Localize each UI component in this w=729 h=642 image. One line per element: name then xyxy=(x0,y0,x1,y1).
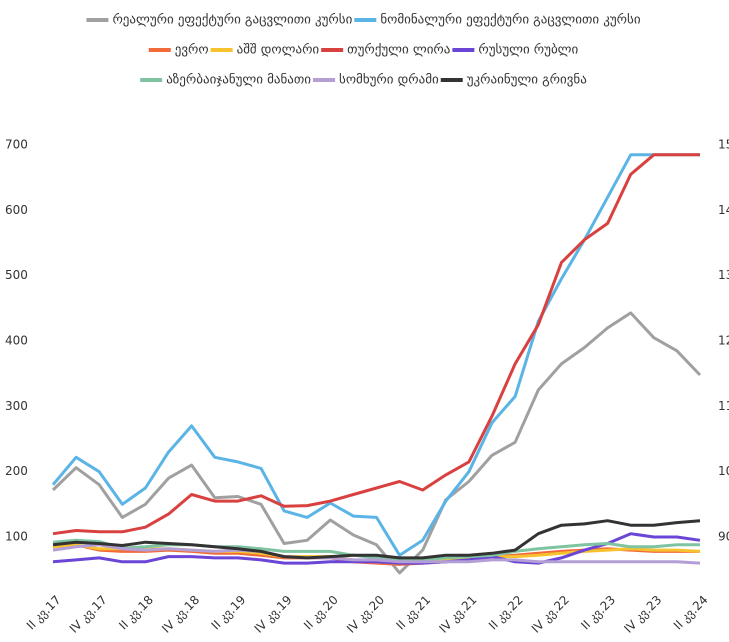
x-tick-label: IV კვ.17 xyxy=(67,593,110,636)
x-tick-label: IV კვ.19 xyxy=(252,593,295,636)
y-tick-label: 500 xyxy=(5,268,28,282)
legend-label: სომხური დრამი xyxy=(339,73,439,88)
series-line xyxy=(51,311,702,575)
y-tick-label: 300 xyxy=(5,399,28,413)
legend-label: აზერბაიჯანული მანათი xyxy=(166,73,311,88)
x-tick-label: II კვ.24 xyxy=(671,593,711,633)
y2-tick-label: 130 xyxy=(718,268,729,282)
y2-tick-label: 140 xyxy=(718,203,729,217)
series-line xyxy=(52,538,700,562)
y2-tick-label: 150 xyxy=(718,138,729,152)
series-line xyxy=(52,532,701,565)
legend-row: ევრო აშშ დოლარი თურქული ლირა რუსული რუბლი xyxy=(148,43,579,58)
y-tick-label: 600 xyxy=(5,203,28,217)
x-tick-label: IV კვ.20 xyxy=(344,593,387,636)
series-line xyxy=(52,153,700,536)
x-tick-label: IV კვ.18 xyxy=(159,593,202,636)
legend-row: აზერბაიჯანული მანათი სომხური დრამი უკრაინუ… xyxy=(140,73,587,88)
x-tick-label: II კვ.23 xyxy=(578,593,618,633)
y2-tick-label: 120 xyxy=(718,334,729,348)
series-line xyxy=(52,519,701,560)
y-tick-label: 400 xyxy=(5,334,28,348)
x-tick-label: IV კვ.21 xyxy=(436,593,479,636)
legend-label: თურქული ლირა xyxy=(347,43,450,58)
legend-label: რეალური ეფექტური გაცვლითი კურსი xyxy=(112,13,352,28)
x-tick-label: II კვ.18 xyxy=(116,593,156,633)
legend-row: რეალური ეფექტური გაცვლითი კურსი ნომინალურ… xyxy=(86,13,641,28)
y2-tick-label: 100 xyxy=(718,464,729,478)
x-tick-label: II კვ.22 xyxy=(486,593,526,633)
series-line xyxy=(52,543,701,565)
x-tick-label: II კვ.21 xyxy=(394,593,434,633)
y2-tick-label: 110 xyxy=(718,399,729,413)
y-tick-label: 200 xyxy=(5,464,28,478)
legend-label: აშშ დოლარი xyxy=(237,43,320,58)
x-tick-label: II კვ.20 xyxy=(301,593,341,633)
legend-label: რუსული რუბლი xyxy=(478,43,578,58)
x-tick-label: IV კვ.22 xyxy=(529,593,572,636)
y-tick-label: 700 xyxy=(5,138,28,152)
y-tick-label: 100 xyxy=(5,530,28,544)
legend-label: უკრაინული გრივნა xyxy=(467,73,587,88)
x-tick-label: II კვ.19 xyxy=(209,593,249,633)
legend-label: ევრო xyxy=(175,43,209,58)
y2-tick-label: 90 xyxy=(718,530,729,544)
x-tick-label: II კვ.17 xyxy=(24,593,64,633)
x-tick-label: IV კვ.23 xyxy=(621,593,664,636)
series-line xyxy=(51,153,700,557)
legend-label: ნომინალური ეფექტური გაცვლითი კურსი xyxy=(380,13,641,28)
